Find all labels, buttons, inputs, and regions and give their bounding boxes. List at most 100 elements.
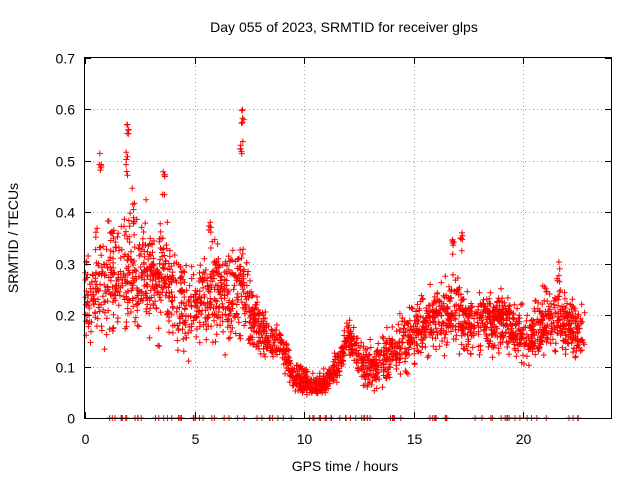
- data-point: [196, 339, 203, 346]
- data-point: [87, 281, 93, 288]
- data-point: [164, 219, 171, 226]
- data-point: [207, 271, 214, 278]
- data-point: [563, 312, 570, 319]
- data-point: [179, 313, 186, 320]
- data-point: [222, 306, 229, 312]
- data-point: [271, 342, 278, 349]
- data-point: [161, 191, 168, 198]
- data-point: [518, 335, 525, 342]
- data-point: [196, 323, 203, 330]
- data-point: [506, 338, 513, 345]
- data-point: [217, 273, 224, 280]
- data-point: [226, 258, 233, 265]
- data-point: [531, 342, 538, 349]
- data-point: [262, 339, 269, 346]
- data-point: [571, 345, 577, 352]
- data-point: [251, 310, 258, 317]
- data-point: [116, 247, 122, 254]
- data-point: [157, 220, 164, 227]
- data-point: [518, 359, 525, 366]
- data-point: [452, 316, 459, 323]
- y-tick-label: 0.4: [56, 205, 76, 221]
- data-point: [166, 253, 173, 260]
- data-point: [142, 220, 149, 227]
- data-point: [564, 300, 570, 307]
- data-point: [438, 330, 445, 337]
- data-point: [490, 304, 497, 311]
- data-point: [214, 240, 221, 247]
- data-point: [110, 264, 117, 271]
- data-point: [234, 290, 241, 297]
- data-point: [200, 277, 207, 284]
- data-point: [128, 280, 135, 287]
- data-point: [299, 389, 306, 396]
- data-point: [467, 307, 474, 314]
- data-point: [458, 247, 465, 254]
- data-point: [193, 291, 199, 298]
- data-point: [243, 259, 250, 266]
- data-point: [314, 390, 321, 397]
- data-point: [222, 311, 229, 318]
- chart-title: Day 055 of 2023, SRMTID for receiver glp…: [210, 19, 478, 35]
- data-point: [251, 341, 257, 348]
- data-point: [506, 351, 512, 358]
- data-point: [469, 312, 476, 319]
- data-point: [110, 311, 117, 318]
- data-point: [127, 280, 134, 286]
- data-point: [484, 333, 490, 339]
- data-point: [460, 324, 467, 331]
- data-point: [237, 267, 244, 274]
- data-point: [111, 269, 118, 276]
- data-point: [159, 249, 165, 256]
- data-point: [92, 275, 99, 282]
- data-point: [286, 360, 293, 366]
- data-point: [153, 305, 160, 312]
- data-point: [173, 308, 180, 315]
- data-point: [191, 314, 198, 321]
- data-point: [495, 345, 502, 352]
- data-point: [449, 324, 456, 330]
- data-point: [123, 161, 129, 168]
- data-point: [547, 340, 554, 347]
- data-point: [188, 323, 195, 330]
- data-point: [409, 305, 416, 312]
- data-point: [512, 322, 519, 329]
- data-point: [468, 300, 475, 307]
- data-point: [142, 242, 149, 248]
- data-point: [238, 150, 245, 157]
- data-point: [183, 262, 190, 269]
- data-point: [82, 277, 89, 283]
- data-point: [348, 346, 355, 352]
- data-point: [498, 285, 505, 292]
- data-point: [567, 325, 574, 331]
- data-point: [416, 307, 423, 314]
- data-point: [316, 385, 323, 392]
- data-point: [476, 351, 483, 358]
- data-point: [453, 301, 460, 308]
- data-point: [180, 348, 187, 355]
- data-point: [487, 289, 494, 296]
- data-point: [533, 320, 539, 327]
- data-point: [380, 344, 387, 351]
- data-point: [141, 253, 148, 260]
- data-point: [153, 289, 160, 296]
- y-tick-label: 0.6: [56, 102, 76, 118]
- data-point: [128, 248, 134, 255]
- data-point: [446, 283, 452, 290]
- data-point: [502, 322, 509, 329]
- data-point: [101, 346, 108, 353]
- data-point: [133, 268, 140, 275]
- data-point: [114, 233, 121, 240]
- data-point: [348, 340, 355, 347]
- data-point: [504, 344, 511, 350]
- data-point: [228, 270, 235, 277]
- data-point: [249, 293, 255, 300]
- data-point: [219, 300, 226, 307]
- data-point: [377, 352, 384, 359]
- data-point: [179, 319, 186, 326]
- data-point: [108, 228, 115, 235]
- data-point: [480, 296, 487, 303]
- data-point: [551, 347, 558, 354]
- data-point: [461, 346, 468, 353]
- data-point: [211, 258, 218, 265]
